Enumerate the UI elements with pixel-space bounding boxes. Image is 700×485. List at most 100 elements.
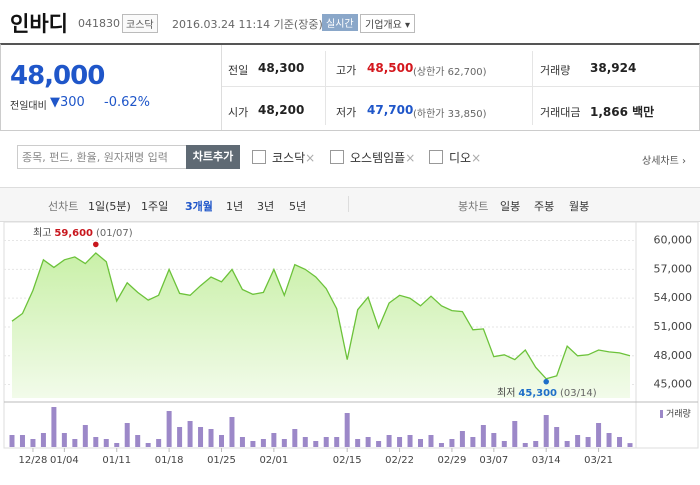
y-tick-label: 51,000 (654, 320, 693, 333)
period-tab[interactable]: 1일(5분) (88, 200, 131, 213)
volume-bar (596, 423, 602, 447)
search-input[interactable]: 종목, 펀드, 환율, 원자재명 입력 (17, 145, 187, 169)
period-tab[interactable]: 1주일 (141, 200, 169, 213)
volume-bar (250, 441, 256, 447)
volume-bar (166, 411, 172, 447)
realtime-button[interactable]: 실시간 (322, 14, 358, 31)
volume-bar (40, 433, 46, 447)
detail-link[interactable]: 상세차트 › (642, 156, 686, 167)
x-tick-label: 12/28 (19, 455, 48, 466)
volume-bar (386, 435, 392, 447)
volume-bar (156, 439, 162, 447)
volume-bar (323, 437, 329, 447)
checkbox[interactable] (252, 150, 266, 164)
volume-bar (459, 431, 465, 447)
remove-icon[interactable]: × (471, 151, 482, 165)
volume-bar (135, 435, 141, 447)
volume-bar (585, 437, 591, 447)
candle-tab[interactable]: 주봉 (534, 200, 555, 213)
stat-value: 1,866 백만 (590, 105, 655, 119)
volume-bar (9, 435, 15, 447)
high-text: 최고 (33, 227, 51, 239)
volume-bar (617, 437, 623, 447)
volume-bar (19, 435, 25, 447)
volume-bar (93, 437, 99, 447)
volume-bar (627, 443, 633, 447)
tab-bar (0, 187, 700, 222)
compare-item: 오스템임플× (350, 151, 416, 165)
volume-bar (124, 423, 130, 447)
volume-bar (302, 437, 308, 447)
compare-item: 디오× (449, 151, 482, 165)
low-annotation: 최저 45,300 (03/14) (497, 387, 597, 399)
volume-bar (239, 437, 245, 447)
volume-bar (72, 439, 78, 447)
x-tick-label: 02/15 (333, 455, 362, 466)
x-tick-label: 01/18 (155, 455, 184, 466)
candle-chart-label: 봉차트 (458, 200, 489, 213)
volume-bar (334, 437, 340, 447)
period-tab[interactable]: 3년 (257, 200, 275, 213)
volume-bar (114, 443, 120, 447)
stat-value: 38,924 (590, 61, 637, 75)
period-tab[interactable]: 5년 (289, 200, 307, 213)
volume-bar (438, 443, 444, 447)
line-chart-label: 선차트 (48, 200, 79, 213)
stat-value: 48,500 (367, 61, 414, 75)
volume-bar (533, 441, 539, 447)
volume-bar (428, 435, 434, 447)
x-tick-label: 02/22 (385, 455, 414, 466)
x-tick-label: 02/01 (259, 455, 288, 466)
volume-bar (145, 443, 151, 447)
volume-bar (198, 427, 204, 447)
volume-bar (51, 407, 57, 447)
legend-swatch (660, 410, 663, 418)
volume-bar (61, 433, 67, 447)
volume-bar (512, 421, 518, 447)
period-tab[interactable]: 1년 (226, 200, 244, 213)
period-tab[interactable]: 3개월 (185, 200, 213, 213)
volume-bar (543, 415, 549, 447)
add-chart-button[interactable]: 차트추가 (186, 145, 240, 169)
x-tick-label: 03/07 (479, 455, 508, 466)
company-button[interactable]: 기업개요 ▾ (360, 14, 416, 33)
legend-label: 거래량 (666, 408, 691, 420)
remove-icon[interactable]: × (305, 151, 316, 165)
high-dot (92, 241, 99, 248)
timestamp: 2016.03.24 11:14 기준(장중) (172, 18, 323, 31)
y-tick-label: 54,000 (654, 291, 693, 304)
y-tick-label: 48,000 (654, 349, 693, 362)
change: ▼300 (50, 95, 85, 110)
stock-code: 041830 (78, 17, 120, 30)
x-tick-label: 03/21 (584, 455, 613, 466)
stat-value: 47,700 (367, 103, 414, 117)
x-tick-label: 01/11 (102, 455, 131, 466)
volume-bar (480, 425, 486, 447)
volume-bar (218, 435, 224, 447)
compare-item: 코스닥× (272, 151, 316, 165)
stat-label: 시가 (228, 106, 249, 119)
volume-bar (407, 435, 413, 447)
checkbox[interactable] (330, 150, 344, 164)
checkbox[interactable] (429, 150, 443, 164)
company-button-label: 기업개요 (365, 20, 402, 31)
stat-note: (상한가 62,700) (413, 67, 487, 78)
stat-label: 거래량 (540, 64, 571, 77)
price-line (11, 252, 631, 380)
volume-bar (575, 435, 581, 447)
volume-bar (397, 437, 403, 447)
market-badge: 코스닥 (122, 14, 158, 33)
x-tick-label: 01/04 (50, 455, 79, 466)
candle-tab[interactable]: 일봉 (500, 200, 521, 213)
y-tick-label: 45,000 (654, 378, 693, 391)
volume-bar (260, 439, 266, 447)
change-rate: -0.62% (104, 95, 150, 110)
x-tick-label: 01/25 (207, 455, 236, 466)
low-text: (03/14) (560, 388, 597, 399)
stat-label: 고가 (336, 64, 357, 77)
stat-label: 저가 (336, 106, 357, 119)
stock-name: 인바디 (10, 12, 68, 36)
candle-tab[interactable]: 월봉 (569, 200, 590, 213)
remove-icon[interactable]: × (405, 151, 416, 165)
